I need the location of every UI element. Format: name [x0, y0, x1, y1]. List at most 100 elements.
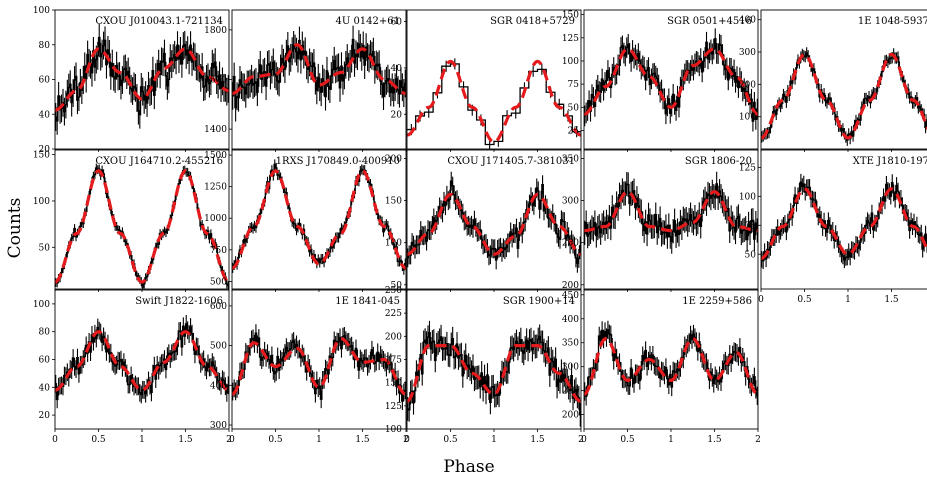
y-tick-label: 50 [745, 250, 757, 260]
y-tick-label: 1600 [204, 76, 227, 86]
model-curve [55, 169, 229, 284]
y-tick-label: 125 [385, 402, 402, 412]
model-curve [232, 169, 406, 270]
y-tick-label: 100 [33, 197, 50, 207]
y-tick-label: 100 [739, 192, 756, 202]
panel-frame [54, 149, 230, 290]
x-tick-label: 1.5 [178, 435, 193, 445]
y-tick-label: 50 [39, 243, 51, 253]
y-tick-label: 80 [39, 328, 51, 338]
panel-title: 4U 0142+61 [335, 16, 400, 27]
y-tick-label: 50 [568, 103, 580, 113]
x-tick-label: 1 [668, 435, 674, 445]
y-tick-label: 200 [385, 332, 402, 342]
plot-area [584, 320, 758, 406]
y-tick-label: 1000 [204, 214, 227, 224]
panel-8: 50 100 150 200 CXOU J171405.7-381031 [385, 149, 582, 292]
y-tick-label: 225 [385, 309, 402, 319]
panel-title: XTE J1810-197 [853, 156, 927, 167]
error-bars [410, 58, 578, 149]
x-tick-label: 1 [316, 435, 322, 445]
y-tick-label: 300 [562, 363, 579, 373]
y-tick-label: 25 [568, 126, 580, 136]
error-bars [761, 173, 927, 270]
y-tick-label: 75 [745, 221, 757, 231]
panel-title: 1E 2259+586 [682, 296, 752, 307]
plot-area [584, 28, 758, 132]
panel-title: 1E 1841-045 [335, 296, 400, 307]
x-tick-label: 0 [404, 435, 410, 445]
data-histogram [584, 183, 758, 243]
y-tick-label: 75 [568, 80, 580, 90]
panel-title: SGR 1806-20 [685, 156, 752, 167]
panel-title: CXOU J171405.7-381031 [447, 156, 575, 167]
y-tick-label: 40 [39, 383, 51, 393]
y-tick-label: 1500 [204, 151, 227, 161]
panel-title: SGR 0418+5729 [490, 16, 575, 27]
y-tick-label: 125 [562, 34, 579, 44]
y-tick-label: 100 [385, 425, 402, 435]
y-tick-label: 100 [739, 113, 756, 123]
y-tick-label: 400 [210, 381, 227, 391]
y-tick-label: 600 [210, 302, 227, 312]
x-tick-label: 1 [139, 435, 145, 445]
y-tick-label: 20 [391, 110, 403, 120]
data-histogram [761, 52, 927, 141]
plot-area [232, 159, 406, 275]
plot-area [761, 47, 927, 146]
y-tick-label: 400 [562, 315, 579, 325]
y-tick-label: 60 [391, 18, 403, 28]
y-tick-label: 175 [385, 356, 402, 366]
error-bar-set [407, 320, 581, 427]
y-tick-label: 150 [562, 11, 579, 21]
y-axis-label: Counts [5, 198, 25, 259]
panel-6: 50 100 150 CXOU J164710.2-455216 [33, 149, 230, 292]
y-tick-label: 450 [562, 291, 579, 301]
data-histogram [55, 36, 229, 122]
y-tick-label: 1250 [204, 183, 227, 193]
panel-title: CXOU J164710.2-455216 [95, 156, 223, 167]
y-tick-label: 250 [385, 286, 402, 296]
x-axis-label: Phase [443, 457, 494, 477]
y-tick-label: 200 [562, 281, 579, 291]
x-tick-label: 0.5 [620, 435, 635, 445]
panel-9: 200 250 300 350 SGR 1806-20 [562, 149, 759, 292]
panel-frame [406, 9, 582, 150]
x-tick-label: 0.5 [443, 435, 458, 445]
y-tick-label: 20 [39, 145, 51, 155]
y-tick-label: 1800 [204, 26, 227, 36]
x-tick-label: 1.5 [355, 435, 370, 445]
panel-1: 20 40 60 80 100 CXOU J010043.1-721134 [33, 6, 230, 155]
plot-area [55, 315, 229, 409]
model-curve [55, 330, 229, 392]
panel-13: 100 125 150 175 200 225 250 0 0.5 1 1.5 2 SGR 1900+1… [385, 286, 584, 445]
y-tick-label: 80 [39, 41, 51, 51]
data-histogram [584, 329, 758, 397]
plot-area [55, 163, 229, 289]
panel-2: 1400 1600 1800 4U 0142+61 [204, 9, 407, 152]
y-tick-label: 150 [33, 151, 50, 161]
panel-title: 1E 1048-5937 [858, 16, 927, 27]
y-tick-label: 500 [210, 342, 227, 352]
plot-area [761, 173, 927, 270]
panel-12: 300 400 500 600 0 0.5 1 1.5 2 1E 1841-045 [210, 289, 409, 445]
y-tick-label: 150 [385, 379, 402, 389]
y-tick-label: 20 [39, 411, 51, 421]
model-curve [232, 43, 406, 95]
x-tick-label: 0 [229, 435, 235, 445]
data-histogram [232, 38, 406, 109]
panel-14: 200 250 300 350 400 450 0 0.5 1 1.5 2 1E 2259+586 [562, 289, 761, 445]
y-tick-label: 125 [739, 163, 756, 173]
model-curve [407, 344, 581, 403]
plot-area [407, 320, 581, 427]
panel-title: Swift J1822-1606 [135, 296, 223, 307]
model-curve [407, 59, 581, 144]
error-bar-set [761, 173, 927, 270]
x-tick-label: 2 [226, 435, 232, 445]
x-tick-label: 0.5 [91, 435, 106, 445]
x-tick-label: 1.5 [707, 435, 722, 445]
y-tick-label: 100 [562, 57, 579, 67]
plot-area [232, 25, 406, 122]
